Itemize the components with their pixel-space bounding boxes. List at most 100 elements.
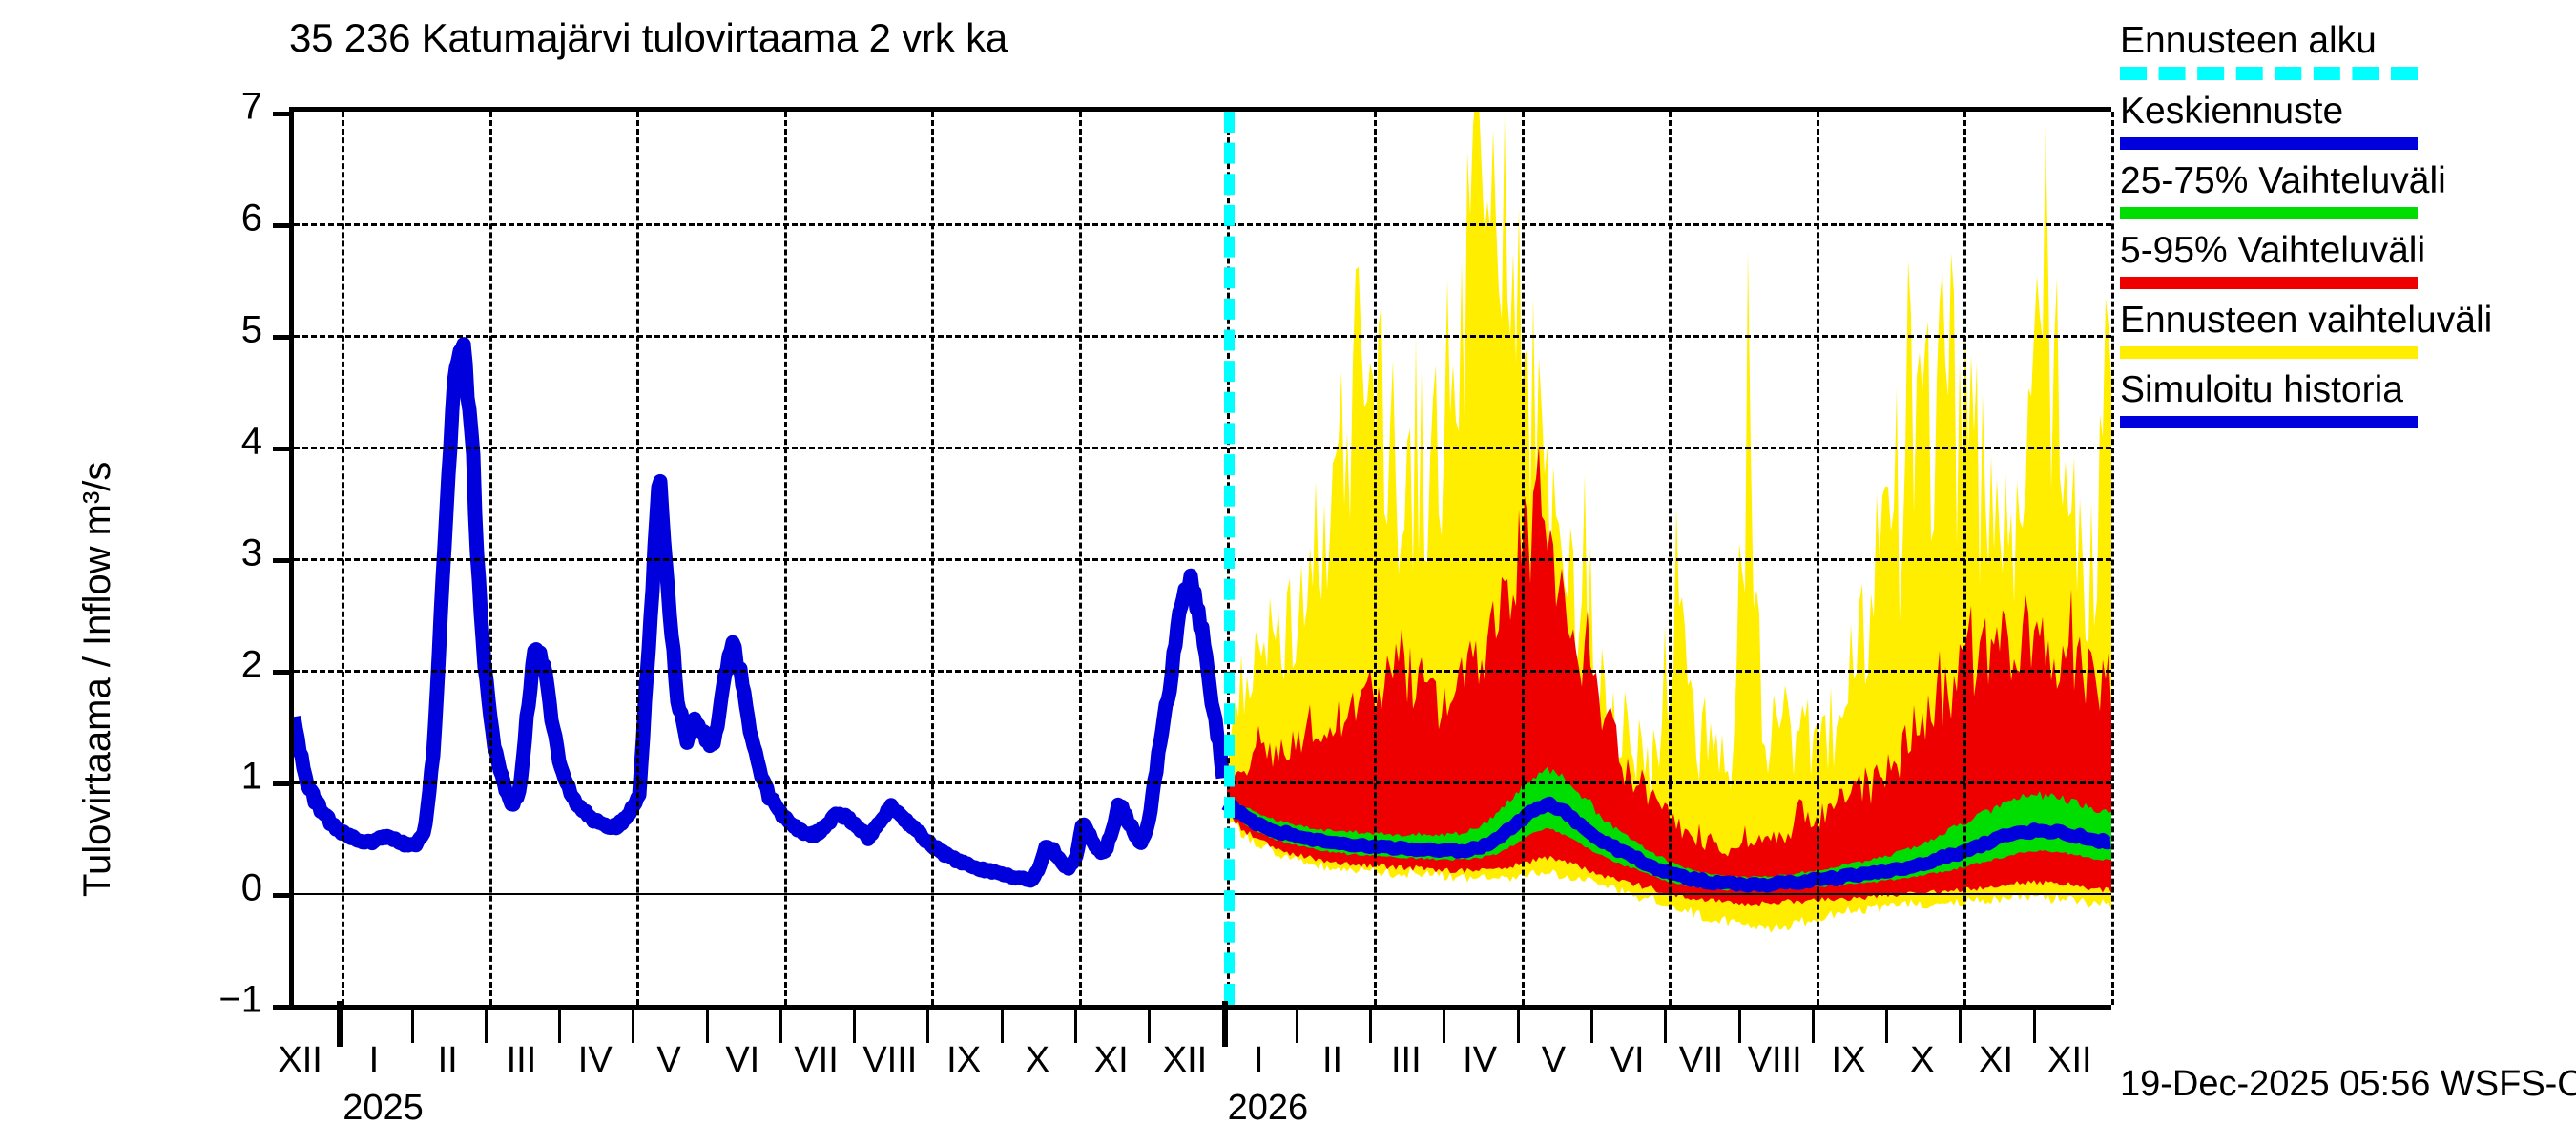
x-axis-month-tick — [853, 1005, 857, 1043]
plot-area — [273, 107, 2114, 1010]
x-axis-month-label: IX — [1831, 1040, 1866, 1080]
x-axis-month-label: VI — [725, 1040, 760, 1080]
x-axis-month-tick — [705, 1005, 709, 1043]
x-axis-month-label: II — [1321, 1040, 1343, 1080]
x-axis-year-tick — [337, 1001, 343, 1047]
plot-right-edge — [2111, 112, 2114, 1005]
y-axis-tick — [273, 112, 294, 116]
gridline-horizontal — [294, 447, 2111, 449]
gridline-vertical — [783, 112, 787, 1005]
line-simulated-history — [294, 337, 1231, 888]
band-25-75 — [1227, 766, 2111, 892]
x-axis-month-label: III — [506, 1040, 537, 1080]
gridline-vertical — [1374, 112, 1378, 1005]
x-axis-month-label: VIII — [1747, 1040, 1802, 1080]
legend-item-label: Keskiennuste — [2120, 91, 2344, 132]
x-axis-year-label: 2025 — [343, 1088, 424, 1128]
gridline-vertical — [342, 112, 345, 1005]
x-axis-month-label: VII — [1678, 1040, 1724, 1080]
y-axis-tick — [273, 223, 294, 228]
y-axis-tick — [273, 447, 294, 451]
legend-item-label: Ennusteen vaihteluväli — [2120, 300, 2493, 341]
legend-item: Ennusteen vaihteluväli — [2120, 299, 2568, 359]
x-axis-year-tick — [1221, 1001, 1228, 1047]
x-axis-month-label: XI — [1979, 1040, 2014, 1080]
y-axis-label: Tulovirtaama / Inflow m³/s — [76, 461, 118, 897]
x-axis-month-tick — [1590, 1005, 1594, 1043]
x-axis-month-tick — [1737, 1005, 1741, 1043]
legend-item: Simuloitu historia — [2120, 368, 2568, 428]
gridline-vertical — [1079, 112, 1083, 1005]
x-axis-month-label: IX — [946, 1040, 982, 1080]
legend-item-swatch — [2120, 416, 2418, 428]
x-axis-month-tick — [1664, 1005, 1668, 1043]
y-axis-tick-label: 5 — [240, 308, 262, 351]
footer-timestamp: 19-Dec-2025 05:56 WSFS-O — [2120, 1064, 2576, 1104]
y-axis-tick-label: 2 — [240, 643, 262, 686]
y-axis-tick — [273, 781, 294, 786]
y-axis-tick — [273, 558, 294, 563]
legend-item-label: 25-75% Vaihteluväli — [2120, 160, 2446, 201]
gridline-vertical — [488, 112, 492, 1005]
x-axis-month-label: XII — [278, 1040, 322, 1080]
legend-item-swatch — [2120, 346, 2418, 359]
x-axis-month-tick — [1074, 1005, 1078, 1043]
x-axis-month-tick — [410, 1005, 414, 1043]
x-axis-month-label: X — [1910, 1040, 1935, 1080]
y-axis-tick — [273, 1005, 294, 1010]
x-axis-month-tick — [484, 1005, 488, 1043]
x-axis-month-label: IV — [577, 1040, 613, 1080]
y-axis-tick — [273, 335, 294, 340]
y-axis-tick — [273, 670, 294, 675]
y-axis-tick-label: 3 — [240, 531, 262, 574]
x-axis-month-tick — [1516, 1005, 1520, 1043]
y-axis-tick-label: 6 — [240, 197, 262, 239]
legend-item: 5-95% Vaihteluväli — [2120, 229, 2568, 289]
x-axis-month-label: I — [1253, 1040, 1264, 1080]
gridline-horizontal — [294, 781, 2111, 784]
x-axis-month-label: IV — [1463, 1040, 1498, 1080]
x-axis-month-label: VI — [1610, 1040, 1645, 1080]
x-axis-month-label: VIII — [862, 1040, 918, 1080]
y-axis-tick — [273, 893, 294, 898]
x-axis-month-label: XII — [2047, 1040, 2092, 1080]
y-axis-tick-label: 7 — [240, 85, 262, 128]
gridline-horizontal — [294, 558, 2111, 561]
y-axis-tick-label: 0 — [240, 866, 262, 909]
x-axis-month-label: VII — [794, 1040, 839, 1080]
x-axis-month-tick — [558, 1005, 562, 1043]
plot-inner — [294, 112, 2111, 1005]
x-axis-month-label: II — [437, 1040, 458, 1080]
x-axis-month-label: V — [656, 1040, 681, 1080]
x-axis-month-tick — [1148, 1005, 1152, 1043]
x-axis-year-label: 2026 — [1227, 1088, 1309, 1128]
y-axis-tick-label: 4 — [240, 420, 262, 463]
y-axis-tick-label: −1 — [218, 978, 262, 1021]
gridline-horizontal — [294, 893, 2111, 895]
y-axis-label-container: Tulovirtaama / Inflow m³/s — [0, 0, 118, 1011]
x-axis-month-tick — [1369, 1005, 1373, 1043]
legend-item: Keskiennuste — [2120, 90, 2568, 150]
gridline-vertical — [1816, 112, 1819, 1005]
x-axis-month-tick — [779, 1005, 782, 1043]
x-axis-month-tick — [926, 1005, 930, 1043]
series-svg — [294, 112, 2111, 933]
legend-item-swatch — [2120, 277, 2418, 289]
legend: Ennusteen alku Keskiennuste 25-75% Vaihtel… — [2120, 19, 2568, 438]
gridline-vertical — [636, 112, 640, 1005]
x-axis-month-label: X — [1025, 1040, 1050, 1080]
x-axis-month-tick — [1443, 1005, 1446, 1043]
x-axis-month-tick — [1959, 1005, 1963, 1043]
forecast-start-line — [1224, 112, 1236, 1005]
gridline-vertical — [1521, 112, 1525, 1005]
legend-item: 25-75% Vaihteluväli — [2120, 159, 2568, 219]
x-axis-month-tick — [632, 1005, 635, 1043]
gridline-vertical — [1963, 112, 1967, 1005]
gridline-horizontal — [294, 670, 2111, 673]
x-axis-month-tick — [2032, 1005, 2036, 1043]
gridline-vertical — [931, 112, 935, 1005]
x-axis-month-label: XII — [1162, 1040, 1208, 1080]
x-axis-month-tick — [1000, 1005, 1004, 1043]
legend-item: Ennusteen alku — [2120, 19, 2568, 80]
